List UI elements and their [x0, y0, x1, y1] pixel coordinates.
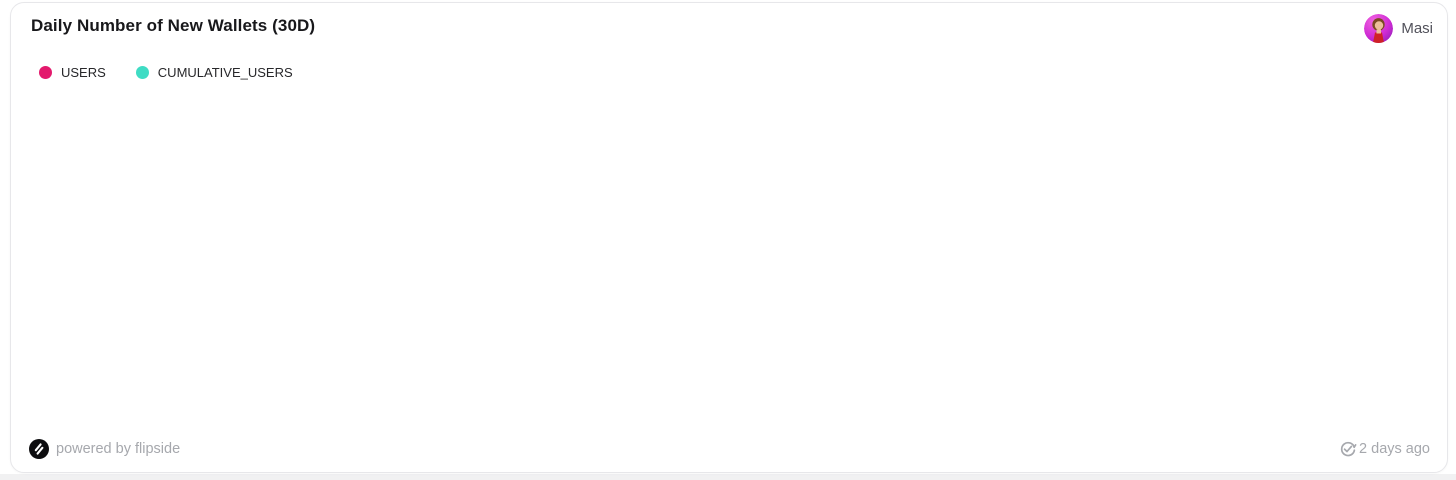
chart-legend: USERS CUMULATIVE_USERS	[39, 65, 293, 80]
flipside-logo-icon	[29, 439, 49, 459]
page-bottom-strip	[0, 474, 1456, 480]
users-series-dot-icon	[39, 66, 52, 79]
refresh-check-icon	[1339, 440, 1357, 458]
chart-card: Daily Number of New Wallets (30D) Masi	[10, 2, 1448, 473]
user-chip[interactable]: Masi	[1364, 14, 1433, 43]
legend-item-users[interactable]: USERS	[39, 65, 106, 80]
last-refreshed-status: 2 days ago	[1339, 440, 1430, 458]
user-name: Masi	[1401, 20, 1433, 37]
user-avatar-icon	[1364, 14, 1394, 43]
powered-by-label: powered by flipside	[56, 441, 181, 457]
legend-label-cumulative-users: CUMULATIVE_USERS	[157, 65, 293, 80]
legend-item-cumulative-users[interactable]: CUMULATIVE_USERS	[135, 65, 293, 80]
last-refreshed-label: 2 days ago	[1359, 441, 1430, 457]
powered-by-flipside[interactable]: powered by flipside	[29, 439, 180, 459]
legend-label-users: USERS	[61, 65, 106, 80]
chart-title: Daily Number of New Wallets (30D)	[31, 16, 316, 35]
cumulative-users-series-dot-icon	[135, 66, 149, 79]
